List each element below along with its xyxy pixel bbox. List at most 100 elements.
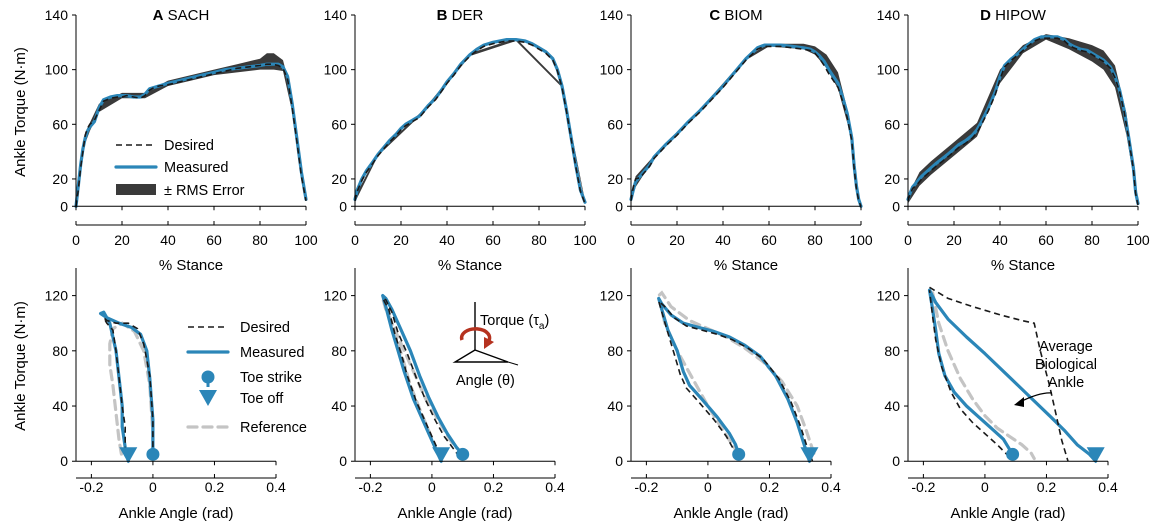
panel-B-bottom: Torque (τa) Angle (θ) [355, 294, 556, 479]
axes-B-bottom: -0.2 0 0.2 0.4 0 40 80 120 Ankle Angle (rad) [324, 268, 565, 522]
x-tick-label: 0 [981, 479, 989, 495]
reference-line [931, 291, 1036, 461]
axes-C-bottom: -0.2 0 0.2 0.4 0 40 80 120 Ankle Angle (rad) [600, 268, 841, 522]
x-tick-label: 0 [704, 479, 712, 495]
toe-strike-marker [1006, 447, 1020, 461]
x-tick-label: 0.2 [1037, 479, 1057, 495]
x-tick-label: 80 [531, 232, 547, 248]
x-tick-label: 60 [485, 232, 501, 248]
x-axis-label: % Stance [438, 257, 502, 274]
y-tick-label: 140 [324, 7, 348, 23]
y-tick-label: 100 [600, 62, 624, 78]
x-tick-label: 0.4 [266, 479, 286, 495]
panel-C-bottom [631, 290, 832, 479]
torque-arrow-head [484, 337, 494, 349]
x-tick-label: 60 [761, 232, 777, 248]
legend-label: Measured [164, 160, 228, 176]
x-tick-label: -0.2 [634, 479, 658, 495]
inset-angle-label: Angle (θ) [456, 373, 515, 389]
y-axis-label: Ankle Torque (N·m) [12, 301, 29, 431]
legend-label: Toe strike [240, 370, 302, 386]
y-tick-label: 120 [600, 288, 624, 304]
x-tick-label: 100 [294, 232, 318, 248]
toe-strike-marker [456, 447, 470, 461]
y-tick-label: 80 [331, 343, 347, 359]
x-tick-label: 20 [114, 232, 130, 248]
panel-D-bottom: Average Biological Ankle [908, 286, 1109, 479]
y-tick-label: 0 [60, 453, 68, 469]
annotation-average-biological-ankle: Average Biological Ankle [1014, 339, 1097, 407]
x-axis-label: Ankle Angle (rad) [950, 505, 1065, 522]
torque-arc [459, 327, 492, 344]
y-tick-label: 60 [331, 116, 347, 132]
x-axis-label: % Stance [159, 257, 223, 274]
toe-off-arrow [119, 447, 138, 464]
y-tick-label: 20 [607, 171, 623, 187]
y-tick-label: 20 [52, 171, 68, 187]
x-tick-label: 0.2 [205, 479, 225, 495]
y-tick-label: 0 [339, 198, 347, 214]
axes-D-top: 0 20 40 60 80 100 0 20 60 100 140 % Stance [877, 7, 1150, 274]
legend-label: ± RMS Error [164, 183, 245, 199]
x-tick-label: 20 [393, 232, 409, 248]
y-tick-label: 80 [52, 343, 68, 359]
measured-line [74, 62, 308, 208]
measured-line [381, 294, 465, 463]
desired-line [928, 290, 1011, 458]
x-tick-label: 0.4 [821, 479, 841, 495]
x-axis-label: % Stance [714, 257, 778, 274]
axes-D-bottom: -0.2 0 0.2 0.4 0 40 80 120 Ankle Angle (rad) [877, 268, 1118, 522]
y-axis-label: Ankle Torque (N·m) [12, 47, 29, 177]
x-tick-label: 0 [72, 232, 80, 248]
desired-line [929, 286, 1069, 462]
x-tick-label: 0.2 [760, 479, 780, 495]
y-tick-label: 140 [877, 7, 901, 23]
x-tick-axis [355, 474, 556, 479]
y-tick-label: 120 [877, 288, 901, 304]
panel-title: A SACH [153, 7, 210, 24]
axes-C-top: 0 20 40 60 80 100 0 20 60 100 140 % Stance [600, 7, 873, 274]
legend-bottom: Desired Measured Toe strike Toe off Referenc… [186, 320, 307, 436]
panel-title: C BIOM [709, 7, 762, 24]
desired-line [75, 63, 307, 207]
y-tick-label: 0 [60, 198, 68, 214]
legend-toe-off-arrow [199, 390, 217, 406]
torque-angle-inset: Torque (τa) Angle (θ) [452, 302, 549, 389]
reference-line [108, 321, 155, 461]
y-tick-label: 40 [331, 398, 347, 414]
x-tick-label: 40 [992, 232, 1008, 248]
x-tick-label: 0.4 [545, 479, 565, 495]
panel-name: DER [448, 7, 484, 24]
desired-line [630, 45, 862, 207]
x-tick-label: 0 [627, 232, 635, 248]
y-tick-label: 120 [324, 288, 348, 304]
panel-title: D HIPOW [980, 7, 1047, 24]
x-tick-label: 60 [1038, 232, 1054, 248]
panel-D-top: D HIPOW [906, 7, 1140, 226]
x-tick-label: 0.4 [1098, 479, 1118, 495]
y-tick-label: 100 [45, 62, 69, 78]
y-tick-label: 0 [892, 453, 900, 469]
legend-label: Toe off [240, 391, 284, 407]
y-tick-label: 40 [607, 398, 623, 414]
legend-label: Measured [240, 345, 304, 361]
x-tick-label: 80 [252, 232, 268, 248]
y-tick-label: 120 [45, 288, 69, 304]
panel-A-bottom [76, 310, 277, 479]
x-tick-label: 100 [1126, 232, 1150, 248]
x-tick-axis [631, 474, 832, 479]
panel-letter: D [980, 7, 991, 24]
legend-top: Desired Measured ± RMS Error [114, 138, 245, 199]
toe-off-arrow [800, 447, 819, 464]
x-tick-label: 20 [669, 232, 685, 248]
x-tick-label: 20 [946, 232, 962, 248]
panel-B-top: B DER [353, 7, 587, 226]
inset-torque-label: Torque (τa) [480, 313, 549, 332]
x-tick-label: 80 [1084, 232, 1100, 248]
x-tick-label: 0 [149, 479, 157, 495]
annotation-arrow-head [1014, 397, 1024, 407]
legend-label: Desired [240, 320, 290, 336]
inset-angle-tick [507, 361, 519, 366]
legend-label: Desired [164, 138, 214, 154]
